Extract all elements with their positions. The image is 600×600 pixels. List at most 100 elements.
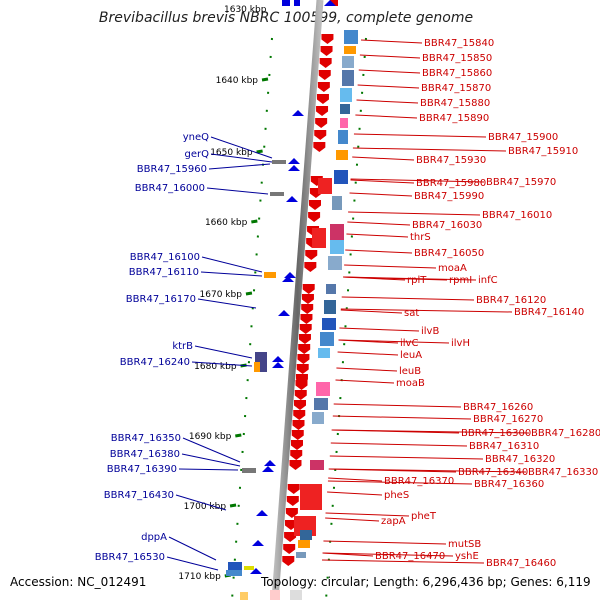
tick-label: 1680 kbp (194, 362, 237, 372)
label-leader-line (175, 494, 227, 511)
label-leader-line (346, 233, 409, 238)
feature-block (318, 348, 330, 358)
reverse-gene-arrow (282, 276, 294, 282)
gene-label-BBR47_15990: BBR47_15990 (414, 191, 484, 202)
feature-block (334, 170, 348, 184)
reverse-gene-arrow (288, 165, 300, 171)
forward-gene-arrow (316, 106, 329, 116)
gene-label-BBR47_16530: BBR47_16530 (95, 552, 165, 563)
gene-label-gerQ: gerQ (185, 149, 210, 160)
label-leader-line (181, 453, 241, 467)
gene-label-ktrB: ktrB (172, 341, 193, 352)
feature-block (342, 70, 354, 86)
gene-label-BBR47_15930: BBR47_15930 (416, 155, 486, 166)
feature-block (340, 118, 348, 128)
label-leader-line (353, 133, 487, 138)
gene-label-yneQ: yneQ (183, 132, 209, 143)
partial-gene-block (240, 592, 248, 600)
reverse-gene-arrow (288, 158, 300, 164)
label-leader-line (197, 298, 257, 309)
gene-label-BBR47_16360: BBR47_16360 (474, 479, 544, 490)
forward-gene-arrow (317, 82, 330, 92)
feature-block (340, 104, 350, 114)
reverse-gene-arrow (250, 568, 262, 574)
tick-mark (261, 77, 269, 82)
gene-label-BBR47_16030: BBR47_16030 (412, 220, 482, 231)
gene-label-leuA: leuA (400, 350, 422, 361)
feature-block (270, 192, 284, 196)
feature-block (264, 272, 276, 278)
feature-block (326, 284, 336, 294)
forward-gene-arrow (318, 70, 331, 80)
label-leader-line (341, 296, 475, 301)
gene-label-sat: sat (404, 308, 419, 319)
gene-label-BBR47_15850: BBR47_15850 (422, 53, 492, 64)
forward-gene-arrow (302, 284, 315, 294)
label-leader-line (336, 367, 398, 372)
forward-gene-arrow (289, 460, 302, 470)
label-leader-line (350, 179, 415, 184)
gene-label-BBR47_16320: BBR47_16320 (485, 454, 555, 465)
feature-block (332, 196, 342, 210)
gene-label-BBR47_15980: BBR47_15980 (416, 178, 486, 189)
label-leader-line (333, 403, 462, 408)
forward-gene-arrow (314, 130, 327, 140)
forward-gene-arrow (294, 390, 307, 400)
label-leader-line (340, 308, 513, 313)
feature-block (298, 540, 310, 548)
forward-gene-arrow (301, 294, 314, 304)
forward-gene-arrow (292, 420, 305, 430)
gene-label-BBR47_16050: BBR47_16050 (414, 248, 484, 259)
gene-label-BBR47_16330: BBR47_16330 (528, 467, 598, 478)
label-leader-line (210, 153, 273, 163)
gene-label-rpmI: rpmI (449, 275, 472, 286)
right-gene-labels: BBR47_15840 BBR47_15850 BBR47_15860 BBR47_1… (321, 38, 600, 569)
feature-block (296, 552, 306, 558)
reverse-gene-arrow (286, 196, 298, 202)
feature-block (328, 256, 342, 270)
forward-gene-arrow (301, 304, 314, 314)
gene-label-ilvB: ilvB (421, 326, 439, 337)
tick-mark (235, 433, 242, 438)
label-leader-line (348, 211, 481, 216)
feature-block (228, 562, 242, 570)
map-title: Brevibacillus brevis NBRC 100599, comple… (99, 10, 473, 26)
reverse-strand-genes (250, 0, 336, 574)
forward-gene-arrow (285, 508, 298, 518)
reverse-gene-arrow (272, 362, 284, 368)
label-leader-line (327, 480, 473, 485)
label-leader-line (329, 455, 484, 460)
feature-block (330, 240, 344, 254)
tick-mark (256, 149, 263, 154)
label-leader-line (347, 221, 411, 226)
feature-block (244, 566, 254, 570)
tick-label-partial: 1630 kbp (224, 5, 267, 15)
gene-label-leuB: leuB (399, 366, 421, 377)
forward-gene-arrow (291, 440, 303, 450)
forward-gene-arrow (320, 46, 333, 56)
reverse-gene-arrow (284, 272, 296, 278)
gene-label-BBR47_15910: BBR47_15910 (508, 146, 578, 157)
topology-text: Topology: circular; Length: 6,296,436 bp… (260, 575, 591, 589)
label-leader-line (194, 345, 253, 359)
forward-gene-block (318, 178, 332, 194)
feature-block (316, 382, 330, 396)
label-leader-line (330, 442, 468, 447)
forward-gene-arrow (316, 94, 329, 104)
left-gene-labels: yneQ gerQ BBR47_15960 BBR47_16000 BBR47_1610… (95, 132, 273, 571)
feature-block (300, 530, 312, 540)
gene-label-BBR47_16110: BBR47_16110 (129, 267, 199, 278)
label-leader-line (331, 429, 530, 434)
label-leader-line (328, 468, 527, 473)
gene-label-BBR47_16390: BBR47_16390 (107, 464, 177, 475)
label-leader-line (352, 156, 415, 161)
forward-gene-arrow (283, 544, 296, 554)
gene-label-ilvH: ilvH (451, 338, 470, 349)
tick-label: 1650 kbp (210, 148, 253, 158)
gene-label-BBR47_16340: BBR47_16340 (458, 467, 528, 478)
feature-block (310, 460, 324, 470)
reverse-gene-arrow (272, 356, 284, 362)
dna-backbone (271, 0, 324, 600)
tick-label: 1660 kbp (205, 218, 248, 228)
kbp-ticks: 1640 kbp 1650 kbp 1660 kbp 1670 kbp 1680 kbp… (178, 76, 269, 582)
